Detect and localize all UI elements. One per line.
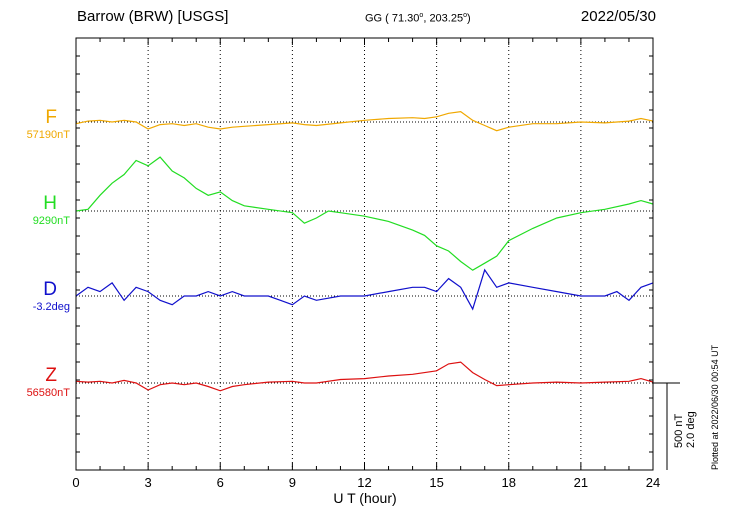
series-line-f <box>75 110 654 132</box>
scale-bar-nt: 500 nT <box>673 413 685 448</box>
baseline-label-h: 9290nT <box>32 215 70 227</box>
component-letter-f: F <box>45 107 57 128</box>
component-label-d: D -3.2deg <box>8 280 70 314</box>
series-line-h <box>75 156 654 271</box>
component-label-z: Z 56580nT <box>8 366 70 400</box>
series-line-z <box>75 361 654 392</box>
x-tick-label-6: 6 <box>217 475 224 490</box>
scale-bar: 500 nT 2.0 deg <box>653 382 697 470</box>
station-title: Barrow (BRW) [USGS] <box>77 8 229 25</box>
coords-mid: , 203.25 <box>423 12 464 25</box>
baseline-label-z: 56580nT <box>26 387 70 399</box>
x-tick-label-12: 12 <box>357 475 371 490</box>
plotted-timestamp: Plotted at 2022/06/30 00:54 UT <box>710 344 720 470</box>
scale-bar-deg: 2.0 deg <box>685 411 697 448</box>
series-line-d <box>75 268 654 311</box>
component-letter-z: Z <box>45 365 57 386</box>
baselines <box>76 121 653 384</box>
x-axis-label: U T (hour) <box>333 490 396 506</box>
degree-mark-lon: o <box>463 12 467 19</box>
x-tick-label-15: 15 <box>429 475 443 490</box>
series-lines <box>75 110 654 392</box>
plot-date: 2022/05/30 <box>580 8 656 25</box>
x-tick-label-3: 3 <box>145 475 152 490</box>
x-tick-label-21: 21 <box>574 475 588 490</box>
component-label-h: H 9290nT <box>8 194 70 228</box>
component-letter-d: D <box>43 279 57 300</box>
x-tick-label-18: 18 <box>502 475 516 490</box>
degree-mark-lat: o <box>419 12 424 19</box>
axis-ticks <box>75 37 654 471</box>
grid-lines <box>147 38 582 470</box>
x-tick-label-0: 0 <box>72 475 79 490</box>
x-tick-label-9: 9 <box>289 475 296 490</box>
x-tick-label-24: 24 <box>646 475 660 490</box>
x-tick-labels: 0 3 6 9 12 15 18 21 24 <box>72 475 660 490</box>
coords-suffix: ) <box>467 12 471 25</box>
baseline-label-d: -3.2deg <box>32 301 70 313</box>
component-letter-h: H <box>43 193 57 214</box>
coords-prefix: GG ( 71.30 <box>365 12 420 25</box>
geographic-coords: GG ( 71.30o, 203.25o) <box>365 12 471 25</box>
baseline-label-f: 57190nT <box>26 129 70 141</box>
component-label-f: F 57190nT <box>8 108 70 142</box>
